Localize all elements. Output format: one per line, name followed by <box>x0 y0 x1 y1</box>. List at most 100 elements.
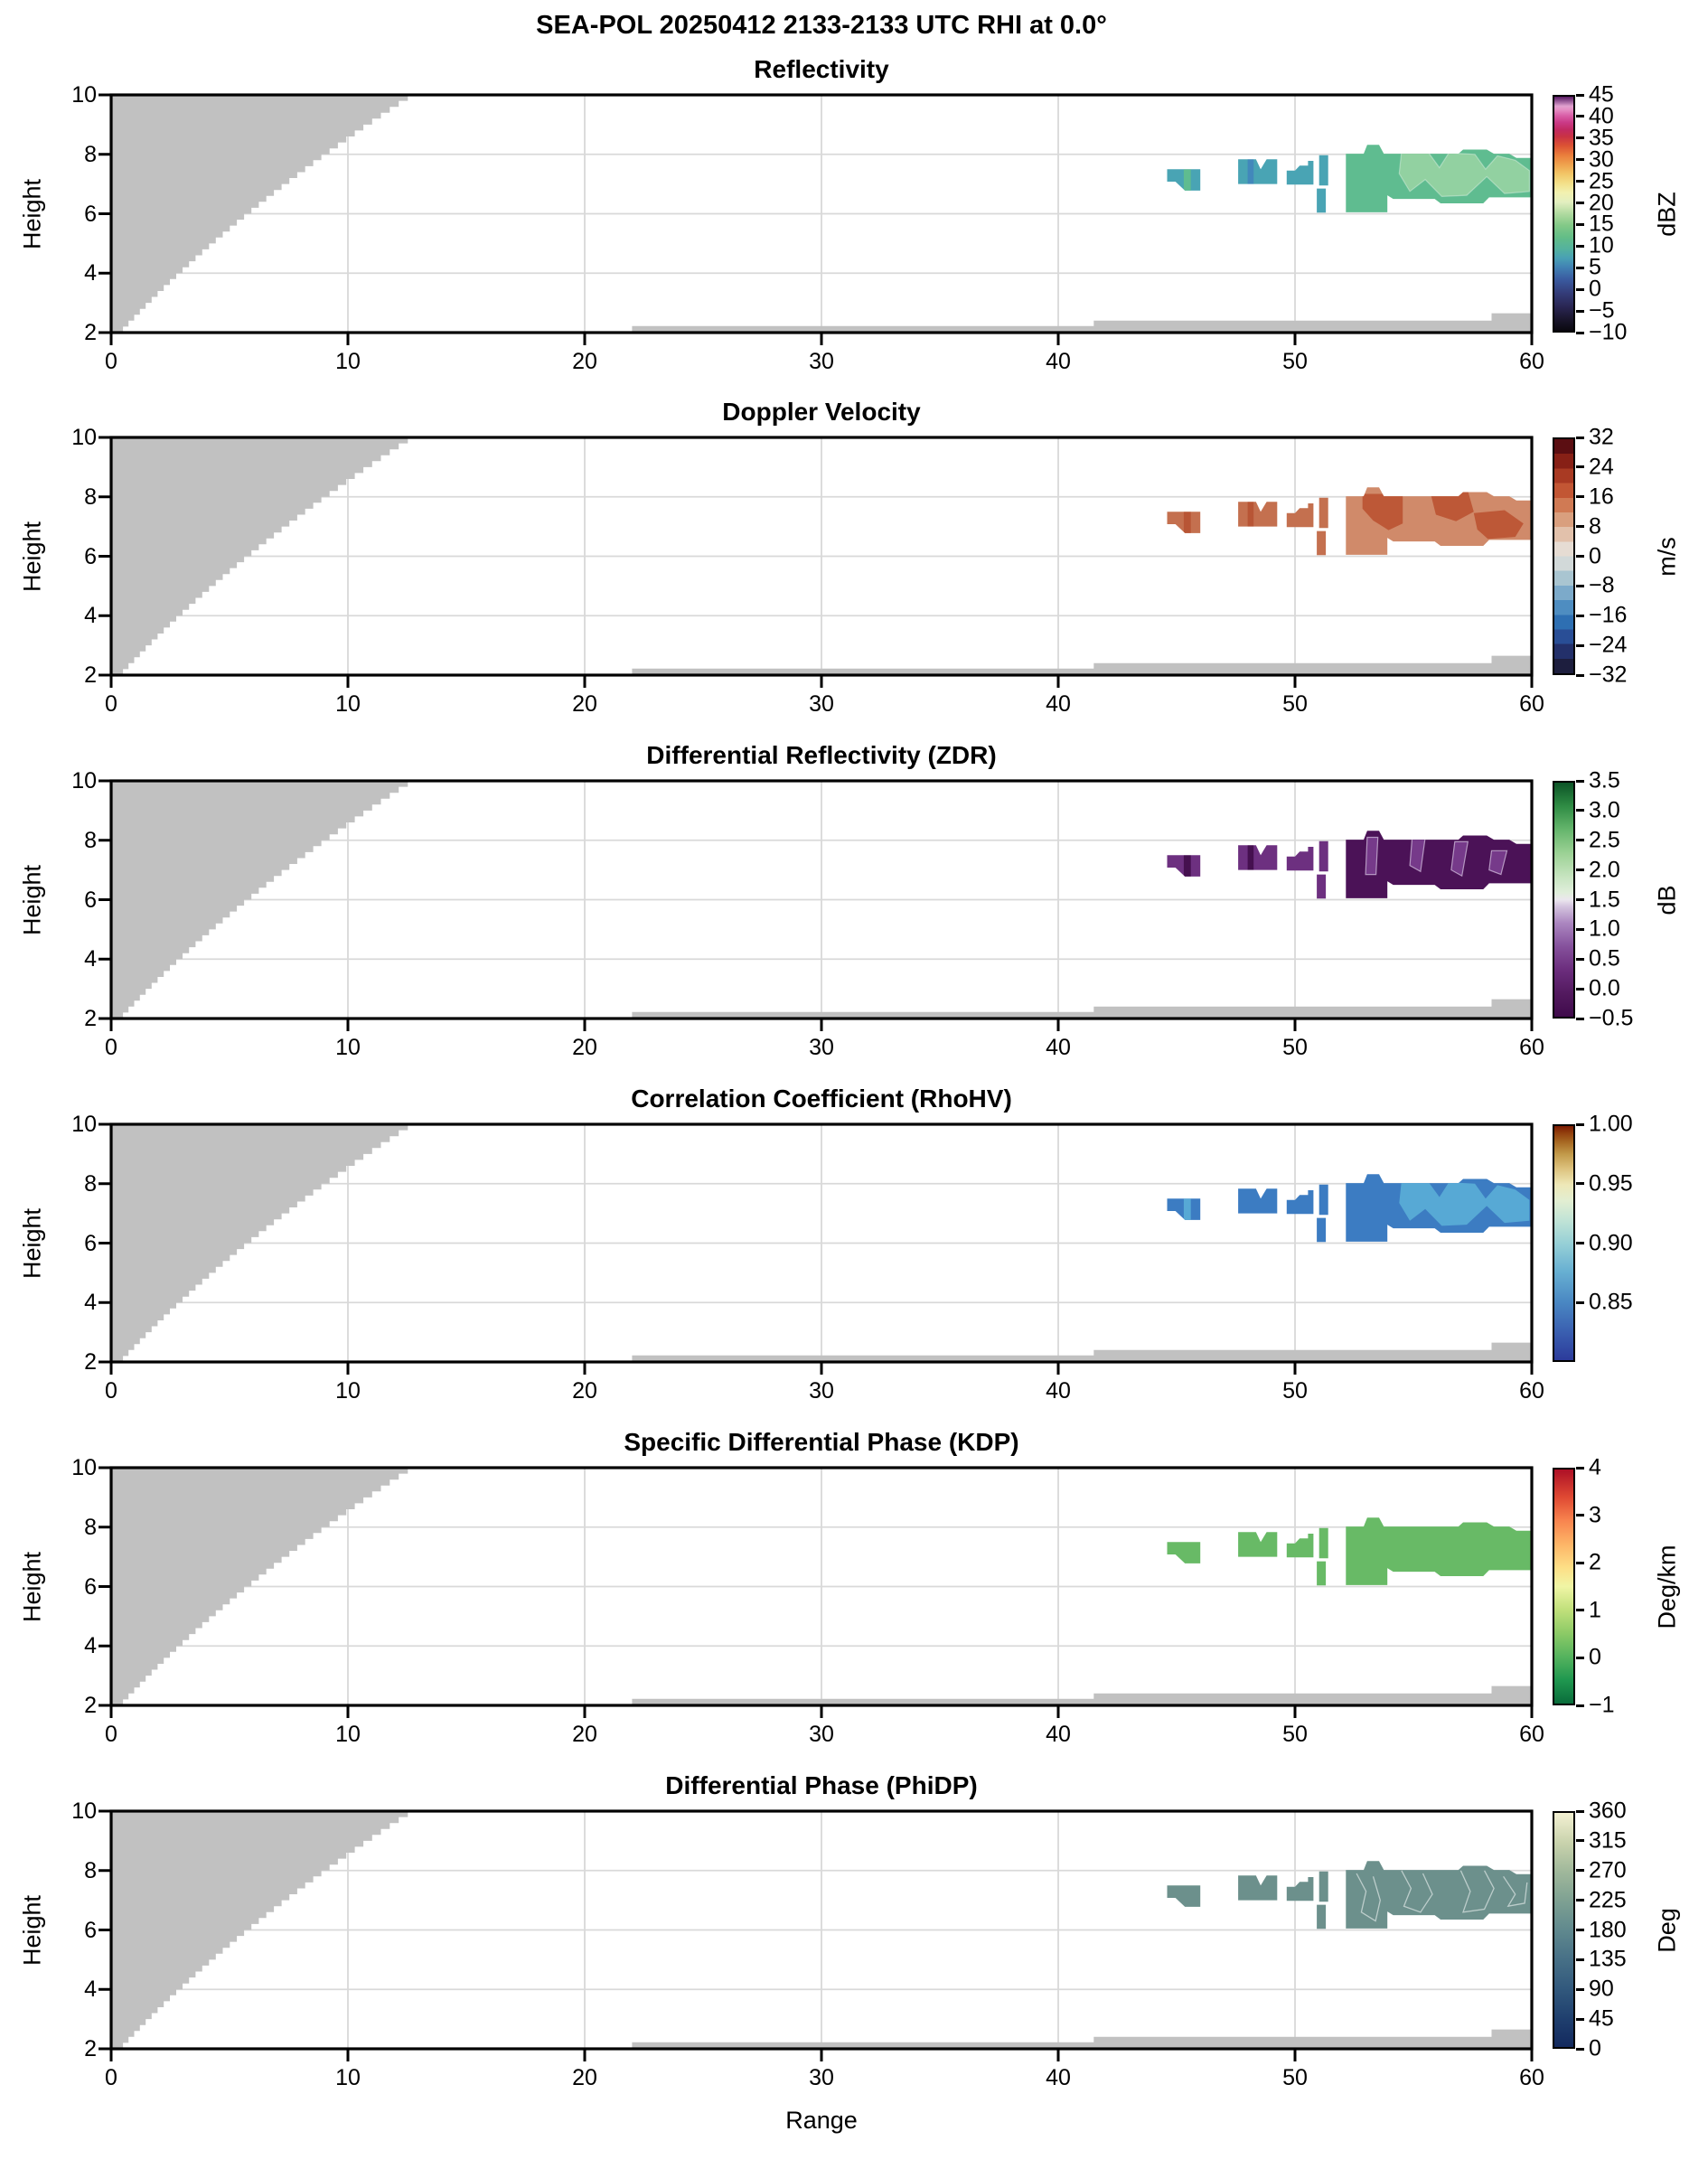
colorbar-tick-mark <box>1576 555 1584 558</box>
echo-patch-b <box>1238 1532 1278 1557</box>
echo-patch-c3 <box>1317 1561 1327 1586</box>
colorbar-tick-label: 225 <box>1589 1887 1627 1913</box>
panel-title-differential-phase-phidp: Differential Phase (PhiDP) <box>665 1771 978 1799</box>
colorbar-tick-label: 16 <box>1589 484 1614 510</box>
colorbar-tick-mark <box>1576 436 1584 439</box>
x-tick-label: 40 <box>1046 1035 1071 1060</box>
colorbar-tick-mark <box>1576 158 1584 162</box>
colorbar-tick-label: 8 <box>1589 513 1601 540</box>
colorbar-tick-mark <box>1576 309 1584 313</box>
colorbar-tick-mark <box>1576 495 1584 499</box>
colorbar-tick-mark <box>1576 839 1584 842</box>
x-tick-label: 20 <box>572 1035 597 1060</box>
colorbar-tick-mark <box>1576 465 1584 469</box>
terrain-blockage-mask <box>111 1811 418 2049</box>
colorbar-tick-label: 45 <box>1589 2005 1614 2032</box>
echo-main-blob <box>1346 1861 1532 1929</box>
colorbar-tick-label: 135 <box>1589 1946 1627 1972</box>
y-tick-label: 4 <box>84 946 97 972</box>
plot-area-differential-reflectivity-zdr <box>99 779 1534 1031</box>
echo-patch-c2 <box>1319 1527 1328 1559</box>
x-tick-label: 60 <box>1519 1378 1544 1404</box>
panel-title-reflectivity: Reflectivity <box>754 55 889 83</box>
y-tick-label: 2 <box>84 320 97 345</box>
colorbar-tick-label: 90 <box>1589 1976 1614 2002</box>
colorbar-doppler-velocity <box>1553 437 1575 675</box>
colorbar-tick-label: 360 <box>1589 1798 1627 1824</box>
x-tick-label: 40 <box>1046 1378 1071 1404</box>
echo-patch-a <box>1167 512 1201 533</box>
y-tick-label: 8 <box>84 827 97 853</box>
colorbar-tick-label: 3.0 <box>1589 797 1620 823</box>
colorbar-tick-mark <box>1576 1929 1584 1931</box>
echo-patch-c2 <box>1319 155 1328 186</box>
y-tick-label: 10 <box>71 425 97 450</box>
x-tick-label: 30 <box>809 1035 834 1060</box>
y-tick-label: 10 <box>71 768 97 793</box>
y-tick-label: 8 <box>84 141 97 167</box>
echo-overlay-stripe-a <box>1183 512 1191 533</box>
colorbar-tick-mark <box>1576 927 1584 931</box>
colorbar-tick-mark <box>1576 1839 1584 1843</box>
x-tick-label: 20 <box>572 349 597 374</box>
x-tick-label: 50 <box>1282 349 1308 374</box>
colorbar-tick-label: 1.0 <box>1589 915 1620 942</box>
y-tick-label: 2 <box>84 2036 97 2061</box>
colorbar-tick-label: 24 <box>1589 454 1614 480</box>
y-tick-label: 8 <box>84 1170 97 1197</box>
x-axis-label: Range <box>785 2107 858 2134</box>
colorbar-tick-mark <box>1576 287 1584 291</box>
ground-clutter-strip <box>632 313 1532 333</box>
colorbar-tick-label: 0 <box>1589 543 1601 568</box>
ground-clutter-strip <box>632 2029 1532 2049</box>
x-tick-label: 50 <box>1282 1378 1308 1404</box>
echo-main-blob <box>1346 1517 1532 1585</box>
colorbar-tick-mark <box>1576 1809 1584 1813</box>
y-tick-label: 2 <box>84 1349 97 1375</box>
colorbar-tick-mark <box>1576 957 1584 961</box>
echo-overlay-vel-dark1 <box>1362 493 1403 531</box>
colorbar-tick-label: 4 <box>1589 1454 1601 1480</box>
colorbar-tick-label: −8 <box>1589 572 1615 598</box>
colorbar-tick-label: 25 <box>1589 168 1614 194</box>
x-tick-label: 30 <box>809 1722 834 1747</box>
colorbar-tick-label: 0.95 <box>1589 1170 1633 1197</box>
colorbar-tick-label: 15 <box>1589 211 1614 237</box>
colorbar-tick-label: 0.0 <box>1589 975 1620 1001</box>
colorbar-tick-label: 35 <box>1589 125 1614 151</box>
echo-patch-c1 <box>1286 1877 1314 1901</box>
colorbar-unit-label: m/s <box>1653 536 1681 577</box>
panel-title-differential-reflectivity-zdr: Differential Reflectivity (ZDR) <box>646 741 997 769</box>
colorbar-tick-mark <box>1576 809 1584 812</box>
colorbar-tick-mark <box>1576 1242 1584 1244</box>
x-tick-label: 0 <box>105 1378 117 1404</box>
terrain-blockage-mask <box>111 1124 418 1362</box>
echo-patch-c1 <box>1286 503 1314 528</box>
echo-patch-b <box>1238 845 1278 870</box>
echo-patch-b <box>1238 1188 1278 1214</box>
y-tick-label: 6 <box>84 543 97 569</box>
colorbar-unit-label: Deg/km <box>1653 1544 1681 1629</box>
colorbar-tick-label: −32 <box>1589 662 1628 688</box>
colorbar-tick-mark <box>1576 1704 1584 1707</box>
colorbar-tick-label: 1.00 <box>1589 1111 1633 1137</box>
echo-patch-c3 <box>1317 1217 1327 1243</box>
terrain-blockage-mask <box>111 1468 418 1705</box>
echo-patch-b <box>1238 1875 1278 1901</box>
echo-patch-c3 <box>1317 1904 1327 1930</box>
echo-overlay-stripe-a <box>1183 1198 1191 1220</box>
echo-patch-c2 <box>1319 1184 1328 1216</box>
x-tick-label: 20 <box>572 1378 597 1404</box>
colorbar-tick-label: 315 <box>1589 1827 1627 1854</box>
panel-title-doppler-velocity: Doppler Velocity <box>722 398 921 426</box>
x-tick-label: 20 <box>572 2065 597 2090</box>
colorbar-tick-mark <box>1576 673 1584 677</box>
colorbar-tick-label: 0 <box>1589 276 1601 302</box>
terrain-blockage-mask <box>111 437 418 675</box>
colorbar-tick-mark <box>1576 1958 1584 1961</box>
x-tick-label: 30 <box>809 1378 834 1404</box>
echo-patch-b <box>1238 502 1278 527</box>
x-tick-label: 0 <box>105 691 117 717</box>
colorbar-specific-differential-phase-kdp <box>1553 1468 1575 1705</box>
